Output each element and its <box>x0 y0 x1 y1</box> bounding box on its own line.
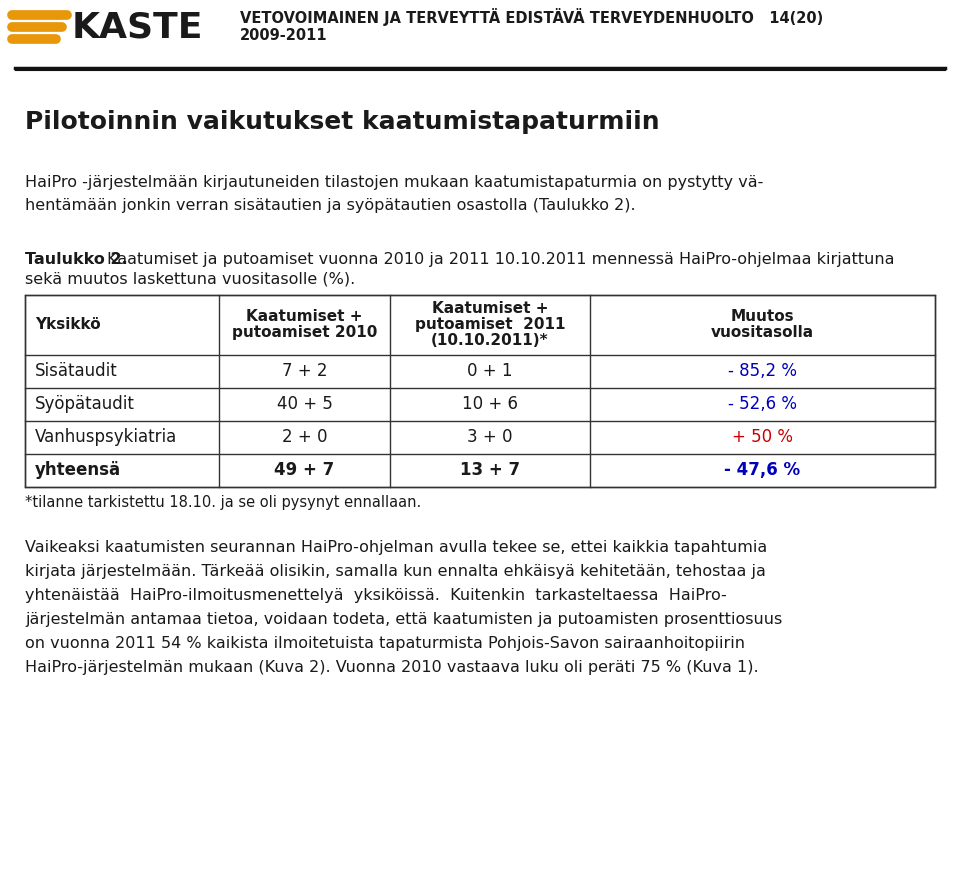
Text: - 47,6 %: - 47,6 % <box>725 461 801 479</box>
Text: 40 + 5: 40 + 5 <box>276 394 332 413</box>
Text: 49 + 7: 49 + 7 <box>275 461 335 479</box>
Text: Kaatumiset +: Kaatumiset + <box>247 309 363 324</box>
Text: *tilanne tarkistettu 18.10. ja se oli pysynyt ennallaan.: *tilanne tarkistettu 18.10. ja se oli py… <box>25 495 421 510</box>
Text: Vanhuspsykiatria: Vanhuspsykiatria <box>35 427 177 446</box>
Text: järjestelmän antamaa tietoa, voidaan todeta, että kaatumisten ja putoamisten pro: järjestelmän antamaa tietoa, voidaan tod… <box>25 612 782 627</box>
Text: HaiPro-järjestelmän mukaan (Kuva 2). Vuonna 2010 vastaava luku oli peräti 75 % (: HaiPro-järjestelmän mukaan (Kuva 2). Vuo… <box>25 660 758 675</box>
Text: 7 + 2: 7 + 2 <box>281 361 327 379</box>
Text: HaiPro -järjestelmään kirjautuneiden tilastojen mukaan kaatumistapaturmia on pys: HaiPro -järjestelmään kirjautuneiden til… <box>25 175 763 190</box>
Text: + 50 %: + 50 % <box>732 427 793 446</box>
Text: 2009-2011: 2009-2011 <box>240 28 327 43</box>
Bar <box>25 295 935 487</box>
Text: yhtenäistää  HaiPro-ilmoitusmenettelyä  yksiköissä.  Kuitenkin  tarkasteltaessa : yhtenäistää HaiPro-ilmoitusmenettelyä yk… <box>25 588 727 603</box>
Text: putoamiset 2010: putoamiset 2010 <box>231 325 377 340</box>
Text: VETOVOIMAINEN JA TERVEYTTÄ EDISTÄVÄ TERVEYDENHUOLTO   14(20): VETOVOIMAINEN JA TERVEYTTÄ EDISTÄVÄ TERV… <box>240 8 824 26</box>
Text: Muutos: Muutos <box>731 309 794 324</box>
Text: - 52,6 %: - 52,6 % <box>728 394 797 413</box>
Text: 13 + 7: 13 + 7 <box>460 461 520 479</box>
Text: sekä muutos laskettuna vuositasolle (%).: sekä muutos laskettuna vuositasolle (%). <box>25 272 355 287</box>
Text: Taulukko 2.: Taulukko 2. <box>25 252 128 267</box>
Text: Yksikkö: Yksikkö <box>35 317 101 332</box>
Text: Vaikeaksi kaatumisten seurannan HaiPro-ohjelman avulla tekee se, ettei kaikkia t: Vaikeaksi kaatumisten seurannan HaiPro-o… <box>25 540 767 555</box>
Text: yhteensä: yhteensä <box>35 461 121 479</box>
Text: KASTE: KASTE <box>72 10 204 44</box>
Text: - 85,2 %: - 85,2 % <box>728 361 797 379</box>
Text: on vuonna 2011 54 % kaikista ilmoitetuista tapaturmista Pohjois-Savon sairaanhoi: on vuonna 2011 54 % kaikista ilmoitetuis… <box>25 636 745 651</box>
Text: 2 + 0: 2 + 0 <box>281 427 327 446</box>
Text: putoamiset  2011: putoamiset 2011 <box>415 317 565 332</box>
Text: Pilotoinnin vaikutukset kaatumistapaturmiin: Pilotoinnin vaikutukset kaatumistapaturm… <box>25 110 660 134</box>
Text: vuositasolla: vuositasolla <box>711 325 814 340</box>
Text: hentämään jonkin verran sisätautien ja syöpätautien osastolla (Taulukko 2).: hentämään jonkin verran sisätautien ja s… <box>25 198 636 213</box>
Text: 3 + 0: 3 + 0 <box>468 427 513 446</box>
Text: Kaatumiset +: Kaatumiset + <box>432 301 548 316</box>
Text: 0 + 1: 0 + 1 <box>468 361 513 379</box>
Text: Kaatumiset ja putoamiset vuonna 2010 ja 2011 10.10.2011 mennessä HaiPro-ohjelmaa: Kaatumiset ja putoamiset vuonna 2010 ja … <box>107 252 895 267</box>
Text: Sisätaudit: Sisätaudit <box>35 361 117 379</box>
Text: 10 + 6: 10 + 6 <box>462 394 518 413</box>
Text: Syöpätaudit: Syöpätaudit <box>35 394 134 413</box>
Text: kirjata järjestelmään. Tärkeää olisikin, samalla kun ennalta ehkäisyä kehitetään: kirjata järjestelmään. Tärkeää olisikin,… <box>25 564 766 579</box>
Text: (10.10.2011)*: (10.10.2011)* <box>431 333 549 348</box>
